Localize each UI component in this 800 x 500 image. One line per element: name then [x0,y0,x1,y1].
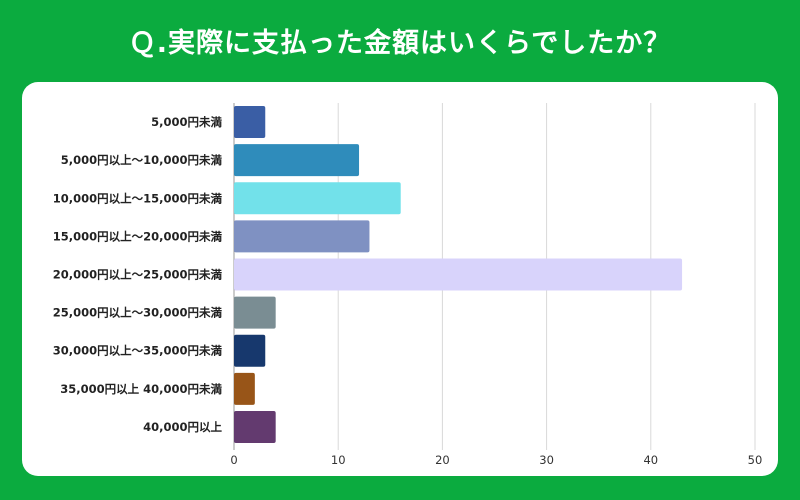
bar [234,144,360,177]
bar [234,410,276,443]
x-tick-label: 50 [748,453,763,467]
category-label: 35,000円以上 40,000円未満 [60,382,222,396]
x-tick-label: 20 [435,453,450,467]
chart-title: Ｑ.実際に支払った金額はいくらでしたか？ [128,27,672,59]
category-label: 40,000円以上 [143,420,222,434]
category-label: 30,000円以上〜35,000円未満 [53,344,223,358]
x-tick-label: 10 [331,453,346,467]
x-tick-label: 30 [539,453,554,467]
bar [234,220,370,253]
bar [234,372,255,405]
category-labels: 5,000円未満 5,000円以上〜10,000円未満 10,000円以上〜15,0… [53,115,223,434]
x-tick-label: 40 [643,453,658,467]
category-label: 10,000円以上〜15,000円未満 [53,191,223,205]
bar [234,106,266,139]
category-label: 15,000円以上〜20,000円未満 [53,229,223,243]
bar [234,258,683,291]
x-axis-ticks: 0 10 20 30 40 50 [230,453,762,467]
category-label: 25,000円以上〜30,000円未満 [53,306,223,320]
bar [234,296,276,329]
category-label: 5,000円以上〜10,000円未満 [61,153,223,167]
x-tick-label: 0 [230,453,237,467]
bar [234,182,401,215]
bars [234,106,683,443]
category-label: 20,000円以上〜25,000円未満 [53,268,223,282]
category-label: 5,000円未満 [151,115,222,129]
bar [234,334,266,367]
